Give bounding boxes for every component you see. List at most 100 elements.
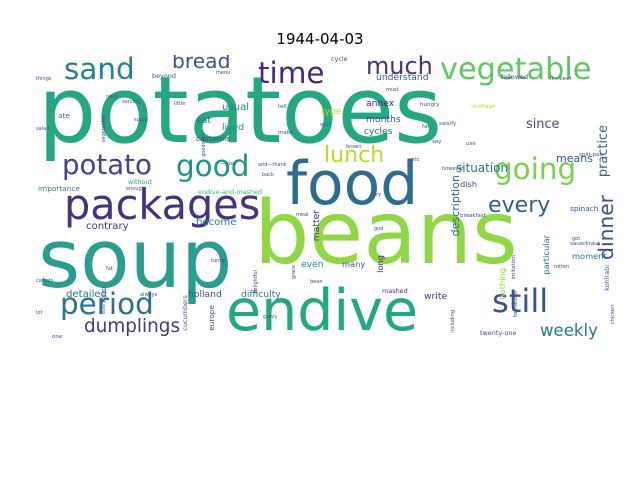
word-twenty-one: twenty-one xyxy=(480,329,517,337)
word-serving: serving xyxy=(122,99,141,105)
word-enough: enough xyxy=(126,186,145,192)
word-and-thank: and—thank xyxy=(258,162,287,168)
word-etc: etc. xyxy=(320,122,331,128)
word-grace: grace xyxy=(291,265,297,280)
word-use: use xyxy=(466,141,476,147)
word-far: far xyxy=(422,124,430,130)
word-lunch: lunch xyxy=(324,143,385,168)
word-carrots: carrots xyxy=(36,278,54,284)
word-chicken: chicken xyxy=(610,305,616,325)
word-vegetables: vegetables xyxy=(101,115,107,143)
word-navy: navy xyxy=(106,94,119,100)
word-little: little xyxy=(174,101,186,107)
word-going: going xyxy=(494,152,577,186)
word-shortage: shortage xyxy=(471,104,496,110)
word-situation: situation xyxy=(456,161,509,175)
word-one: one xyxy=(52,334,63,340)
word-always: always xyxy=(140,292,158,298)
word-things: things xyxy=(36,76,52,82)
word-got: got xyxy=(572,236,581,242)
word-goodness: goodness xyxy=(201,133,207,157)
word-including: including xyxy=(450,310,456,333)
word-become: become xyxy=(196,217,237,228)
word-eat: eat xyxy=(196,115,211,126)
word-followed: followed xyxy=(501,73,529,81)
word-soup: soup xyxy=(38,213,233,307)
word-nothing: nothing xyxy=(497,268,507,300)
word-it-beet: it—beet xyxy=(550,76,572,82)
word-contrary: contrary xyxy=(86,221,129,232)
word-even: even xyxy=(301,259,324,270)
word-time: time xyxy=(258,56,325,90)
word-make: make xyxy=(278,130,294,136)
word-brown: brown xyxy=(346,144,362,150)
word-rotten: rotten xyxy=(554,264,570,270)
word-vegetable: vegetable xyxy=(440,55,592,87)
word-period: period xyxy=(60,287,154,321)
word-without: without xyxy=(128,178,153,186)
word-breakfast: breakfast xyxy=(460,213,486,219)
word-europe: europe xyxy=(207,305,216,331)
word-hungry: hungry xyxy=(420,102,440,108)
word-cycle: cycle xyxy=(331,55,348,63)
word-imitation: imitation xyxy=(511,255,517,280)
word-spinach: spinach xyxy=(570,204,599,213)
word-back: back xyxy=(262,172,274,178)
word-beans: beans xyxy=(254,182,518,284)
chart-title: 1944-04-03 xyxy=(276,30,364,48)
word-salad: salad xyxy=(36,126,50,132)
word-months: months xyxy=(366,114,401,125)
word-since: since xyxy=(526,117,560,132)
word-everything: everything xyxy=(101,287,107,314)
word-write: write xyxy=(424,291,448,302)
word-etc: etc xyxy=(411,157,420,163)
word-endive: endive xyxy=(226,278,419,344)
word-split-pea: split-pea xyxy=(579,152,603,158)
word-beyond: beyond xyxy=(152,72,176,80)
word-turnip: turnip xyxy=(211,258,226,264)
word-god: god xyxy=(374,226,384,232)
word-casserole: casserole xyxy=(196,134,231,143)
word-means: means xyxy=(556,152,594,165)
word-annex: annex xyxy=(366,98,395,109)
word-understand: understand xyxy=(376,72,429,83)
word-you: —you xyxy=(220,161,236,167)
word-cucumbers: cucumbers xyxy=(181,295,189,331)
word-ate: ate xyxy=(58,111,70,120)
word-delightful: delightful xyxy=(253,270,259,294)
word-mashed: mashed xyxy=(382,287,408,295)
word-packages: packages xyxy=(64,181,261,229)
word-sugar: sugar xyxy=(134,117,149,123)
word-tomatoes: tomatoes xyxy=(513,291,519,318)
word-dumplings: dumplings xyxy=(84,316,181,337)
word-bread: bread xyxy=(172,55,231,73)
word-long: long xyxy=(375,255,385,273)
word-food: food xyxy=(286,149,419,219)
word-every: every xyxy=(488,193,551,218)
word-still: still xyxy=(492,282,549,320)
word-cycles: cycles xyxy=(364,126,393,137)
word-endive-and-mashed: endive-and-mashed xyxy=(198,188,263,196)
word-particular: particular xyxy=(541,235,551,275)
word-moment: moment xyxy=(572,251,607,261)
word-tell: tell xyxy=(278,104,287,110)
word-however: however xyxy=(442,166,464,172)
word-much: much xyxy=(366,55,433,80)
word-salsify: salsify xyxy=(439,121,457,127)
word-many: many xyxy=(342,259,366,269)
word-potatoes: potatoes xyxy=(38,57,443,164)
word-cloud: potatoes beans soup food endive packages still… xyxy=(36,55,616,345)
word-good: good xyxy=(176,149,250,183)
word-potato: potato xyxy=(62,148,152,181)
word-matter: matter xyxy=(311,210,322,242)
word-lot: lot xyxy=(36,310,43,316)
word-kohlrabi: kohlrabi xyxy=(603,265,611,291)
word-dish: dish xyxy=(460,179,478,189)
word-say: say xyxy=(432,139,442,145)
word-fat: fat xyxy=(106,266,113,272)
word-type: type xyxy=(321,106,342,117)
word-importance: importance xyxy=(38,184,81,193)
word-must: must xyxy=(386,87,399,93)
word-holland: holland xyxy=(188,289,222,300)
word-sauerkraut: sauerkraut xyxy=(570,241,600,247)
